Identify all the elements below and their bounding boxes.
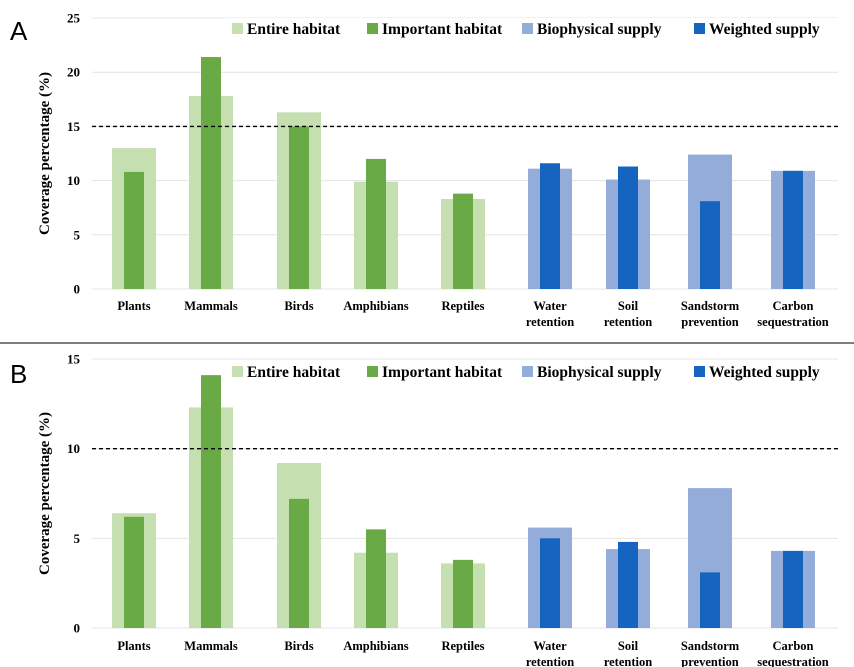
- bar-important-habitat: [453, 193, 473, 289]
- x-tick-label: Mammals: [184, 639, 238, 653]
- x-tick-label: Reptiles: [441, 639, 484, 653]
- x-tick-label: Sandstorm prevention: [681, 299, 740, 329]
- bar-weighted-supply: [540, 538, 560, 628]
- bar-important-habitat: [124, 171, 144, 289]
- bar-weighted-supply: [618, 541, 638, 628]
- bar-important-habitat: [289, 498, 309, 628]
- legend-swatch: [694, 23, 705, 34]
- bar-weighted-supply: [540, 163, 560, 289]
- legend-label: Biophysical supply: [537, 364, 662, 381]
- bar-weighted-supply: [618, 166, 638, 289]
- y-axis-label: Coverage percentage (%): [37, 72, 53, 235]
- legend-label: Entire habitat: [247, 364, 341, 381]
- x-tick-label: Water retention: [526, 299, 574, 329]
- x-tick-label: Soil retention: [604, 299, 652, 329]
- legend-label: Important habitat: [382, 364, 503, 381]
- bar-weighted-supply: [783, 550, 803, 628]
- y-tick-label: 0: [74, 282, 81, 297]
- x-tick-label: Amphibians: [343, 639, 408, 653]
- y-axis-label: Coverage percentage (%): [37, 412, 53, 575]
- panel-a: A 0 5 10 15 20 25 Coverage percentage (%) Plants…: [10, 11, 840, 329]
- x-tick-label: Plants: [117, 639, 150, 653]
- legend-swatch: [522, 23, 533, 34]
- legend-swatch: [232, 23, 243, 34]
- bar-important-habitat: [366, 529, 386, 628]
- y-tick-label: 15: [67, 352, 81, 367]
- x-tick-label: Birds: [284, 639, 313, 653]
- bar-important-habitat: [201, 375, 221, 628]
- legend-swatch: [367, 23, 378, 34]
- y-tick-label: 10: [67, 173, 80, 188]
- bar-important-habitat: [124, 516, 144, 628]
- x-tick-label: Carbon sequestration: [757, 639, 829, 667]
- legend-swatch: [694, 366, 705, 377]
- legend-label: Weighted supply: [709, 364, 820, 381]
- panel-label: A: [10, 16, 28, 46]
- x-tick-label: Plants: [117, 299, 150, 313]
- bar-weighted-supply: [700, 572, 720, 628]
- panel-label: B: [10, 359, 27, 389]
- legend-label: Important habitat: [382, 21, 503, 38]
- x-tick-label: Amphibians: [343, 299, 408, 313]
- legend-label: Biophysical supply: [537, 21, 662, 38]
- y-tick-label: 5: [74, 227, 81, 242]
- x-tick-label: Sandstorm prevention: [681, 639, 740, 667]
- x-tick-label: Water retention: [526, 639, 574, 667]
- y-tick-label: 15: [67, 119, 81, 134]
- x-tick-label: Soil retention: [604, 639, 652, 667]
- x-tick-label: Carbon sequestration: [757, 299, 829, 329]
- y-tick-label: 0: [74, 621, 81, 636]
- legend-swatch: [522, 366, 533, 377]
- bar-important-habitat: [453, 559, 473, 628]
- bar-important-habitat: [366, 158, 386, 289]
- legend-label: Entire habitat: [247, 21, 341, 38]
- y-tick-label: 25: [67, 11, 81, 26]
- bar-weighted-supply: [783, 170, 803, 289]
- bar-important-habitat: [201, 57, 221, 289]
- bar-weighted-supply: [700, 201, 720, 289]
- panel-b: B 0 5 10 15 Coverage percentage (%) Plants Mamm…: [10, 352, 840, 667]
- x-tick-label: Birds: [284, 299, 313, 313]
- x-tick-label: Mammals: [184, 299, 238, 313]
- y-tick-label: 20: [67, 65, 80, 80]
- x-tick-label: Reptiles: [441, 299, 484, 313]
- legend-label: Weighted supply: [709, 21, 820, 38]
- legend-swatch: [232, 366, 243, 377]
- legend-swatch: [367, 366, 378, 377]
- y-tick-label: 10: [67, 441, 80, 456]
- bar-important-habitat: [289, 126, 309, 290]
- y-tick-label: 5: [74, 531, 81, 546]
